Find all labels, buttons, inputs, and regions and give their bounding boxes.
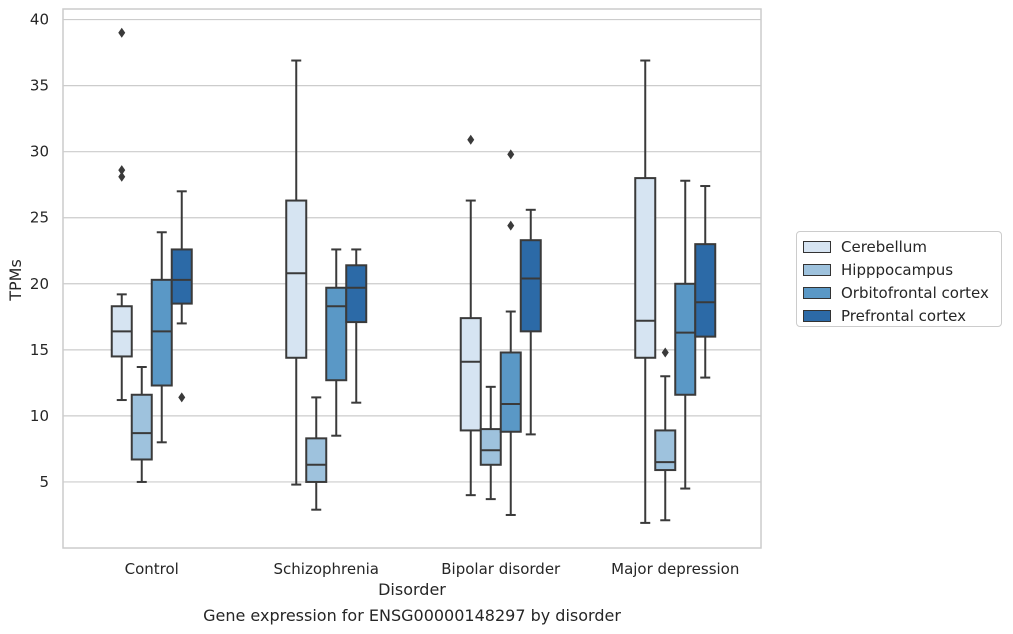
box-cerebellum-bipolar-disorder bbox=[459, 134, 482, 497]
legend-label: Orbitofrontal cortex bbox=[841, 283, 989, 302]
box-iqr bbox=[170, 248, 193, 305]
box-iqr bbox=[150, 278, 173, 387]
box-iqr bbox=[305, 437, 328, 483]
legend-item: Hipppocampus bbox=[803, 258, 1001, 281]
legend-item: Orbitofrontal cortex bbox=[803, 281, 1001, 304]
box-hipppocampus-schizophrenia bbox=[305, 396, 328, 511]
outlier-point bbox=[118, 171, 126, 182]
box-prefrontal-cortex-major-depression bbox=[694, 185, 717, 379]
outlier-point bbox=[118, 27, 126, 38]
legend-swatch bbox=[803, 240, 831, 253]
y-tick-label: 40 bbox=[30, 11, 49, 29]
box-hipppocampus-control bbox=[130, 366, 153, 483]
box-iqr bbox=[325, 286, 348, 382]
legend-swatch bbox=[803, 286, 831, 299]
box-prefrontal-cortex-bipolar-disorder bbox=[519, 208, 542, 436]
box-prefrontal-cortex-schizophrenia bbox=[345, 248, 368, 404]
box-cerebellum-schizophrenia bbox=[285, 59, 308, 486]
legend: Cerebellum Hipppocampus Orbitofrontal cort… bbox=[796, 231, 1002, 327]
legend-label: Cerebellum bbox=[841, 237, 927, 256]
y-axis-label: TPMs bbox=[6, 259, 25, 302]
outlier-point bbox=[507, 220, 515, 231]
legend-label: Prefrontal cortex bbox=[841, 306, 966, 325]
y-tick-label: 25 bbox=[30, 209, 49, 227]
box-orbitofrontal-cortex-bipolar-disorder bbox=[499, 149, 522, 516]
box-iqr bbox=[459, 317, 482, 432]
box-iqr bbox=[674, 282, 697, 396]
box-iqr bbox=[654, 429, 677, 472]
box-prefrontal-cortex-control bbox=[170, 190, 193, 403]
x-tick-label: Control bbox=[125, 560, 179, 578]
box-hipppocampus-major-depression bbox=[654, 347, 677, 522]
legend-item: Prefrontal cortex bbox=[803, 304, 1001, 327]
y-tick-label: 15 bbox=[30, 341, 49, 359]
outlier-point bbox=[178, 392, 186, 403]
y-tick-labels: 5 10 15 20 25 30 35 40 bbox=[30, 11, 49, 491]
y-tick-label: 35 bbox=[30, 77, 49, 95]
outlier-point bbox=[118, 165, 126, 176]
box-iqr bbox=[519, 239, 542, 333]
x-tick-label: Major depression bbox=[611, 560, 739, 578]
y-tick-label: 30 bbox=[30, 143, 49, 161]
box-cerebellum-major-depression bbox=[634, 59, 657, 524]
legend-swatch bbox=[803, 263, 831, 276]
box-iqr bbox=[479, 428, 502, 466]
legend-swatch bbox=[803, 309, 831, 322]
x-tick-labels: Control Schizophrenia Bipolar disorder Majo… bbox=[125, 560, 740, 578]
y-tick-label: 5 bbox=[39, 473, 49, 491]
chart-caption: Gene expression for ENSG00000148297 by d… bbox=[203, 606, 621, 625]
box-orbitofrontal-cortex-major-depression bbox=[674, 179, 697, 490]
box-iqr bbox=[499, 351, 522, 433]
x-axis-label: Disorder bbox=[378, 580, 446, 599]
outlier-point bbox=[507, 149, 515, 160]
box-iqr bbox=[285, 199, 308, 359]
boxes bbox=[110, 27, 717, 524]
box-orbitofrontal-cortex-schizophrenia bbox=[325, 248, 348, 437]
gridlines bbox=[63, 18, 761, 483]
box-cerebellum-control bbox=[110, 27, 133, 402]
legend-label: Hipppocampus bbox=[841, 260, 954, 279]
box-iqr bbox=[345, 264, 368, 324]
legend-item: Cerebellum bbox=[803, 235, 1001, 258]
y-tick-label: 10 bbox=[30, 407, 49, 425]
outlier-point bbox=[661, 347, 669, 358]
plot-frame bbox=[62, 8, 762, 549]
x-tick-label: Schizophrenia bbox=[274, 560, 379, 578]
box-iqr bbox=[130, 393, 153, 461]
box-iqr bbox=[634, 177, 657, 359]
box-hipppocampus-bipolar-disorder bbox=[479, 385, 502, 501]
x-tick-label: Bipolar disorder bbox=[441, 560, 561, 578]
box-iqr bbox=[694, 243, 717, 338]
y-tick-label: 20 bbox=[30, 275, 49, 293]
outlier-point bbox=[467, 134, 475, 145]
box-orbitofrontal-cortex-control bbox=[150, 231, 173, 444]
